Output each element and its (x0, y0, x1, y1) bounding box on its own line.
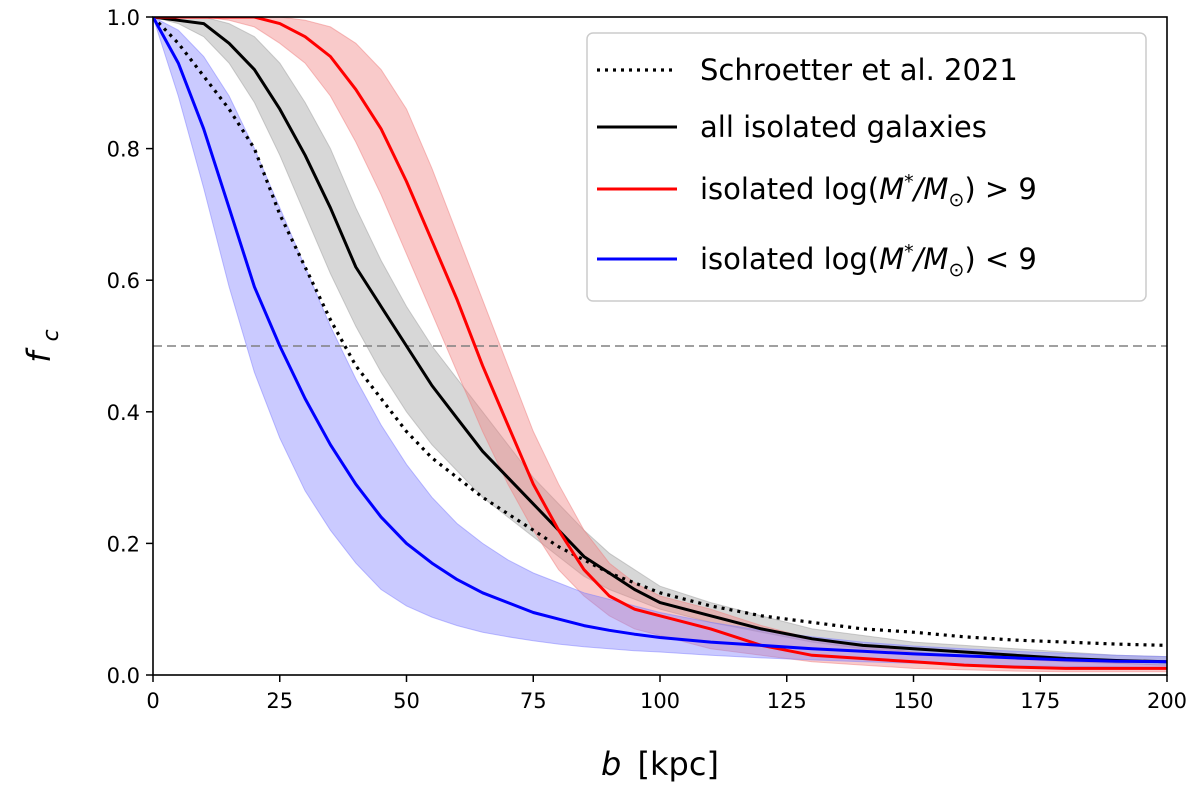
line-all-isolated (153, 17, 1167, 664)
x-tick-label-175: 175 (1020, 689, 1060, 713)
legend-label-all-isolated: all isolated galaxies (700, 110, 987, 144)
x-tick-label-125: 125 (767, 689, 807, 713)
line-schroetter-2021 (153, 17, 1167, 647)
x-tick-label-50: 50 (393, 689, 420, 713)
legend: Schroetter et al. 2021 all isolated gala… (586, 32, 1147, 302)
band-all-isolated (153, 17, 1167, 666)
line-low-mass (153, 17, 1167, 664)
svg-text:f c: f c (20, 329, 64, 363)
x-tick-label-25: 25 (266, 689, 293, 713)
series-lines (153, 17, 1167, 670)
line-high-mass (153, 17, 1167, 670)
x-tick-label-0: 0 (146, 689, 159, 713)
legend-label-schroetter: Schroetter et al. 2021 (700, 53, 1018, 87)
y-tick-label-0-2: 0.2 (107, 532, 140, 556)
y-tick-label-1-0: 1.0 (107, 6, 140, 30)
x-tick-label-150: 150 (893, 689, 933, 713)
x-axis-ticks: 0 25 50 75 100 125 150 175 200 (146, 675, 1187, 713)
y-tick-label-0-6: 0.6 (107, 269, 140, 293)
y-axis-ticks: 0.0 0.2 0.4 0.6 0.8 1.0 (107, 6, 153, 688)
band-low-mass (153, 17, 1167, 669)
y-tick-label-0-0: 0.0 (107, 664, 140, 688)
legend-label-high-mass: isolated log(M*/M⊙) > 9 (700, 171, 1037, 211)
x-axis-label: b [kpc] (601, 745, 719, 783)
y-axis-label-variable: f (20, 347, 58, 363)
x-axis-label-unit: [kpc] (638, 745, 719, 783)
x-tick-label-100: 100 (640, 689, 680, 713)
y-axis-label: f c (20, 329, 64, 363)
legend-label-low-mass: isolated log(M*/M⊙) < 9 (700, 241, 1037, 281)
legend-frame (586, 32, 1147, 302)
y-tick-label-0-4: 0.4 (107, 401, 140, 425)
y-axis-label-subscript: c (39, 329, 64, 341)
x-tick-label-200: 200 (1147, 689, 1187, 713)
y-tick-label-0-8: 0.8 (107, 138, 140, 162)
x-tick-label-75: 75 (520, 689, 547, 713)
x-axis-label-variable: b (601, 745, 621, 783)
